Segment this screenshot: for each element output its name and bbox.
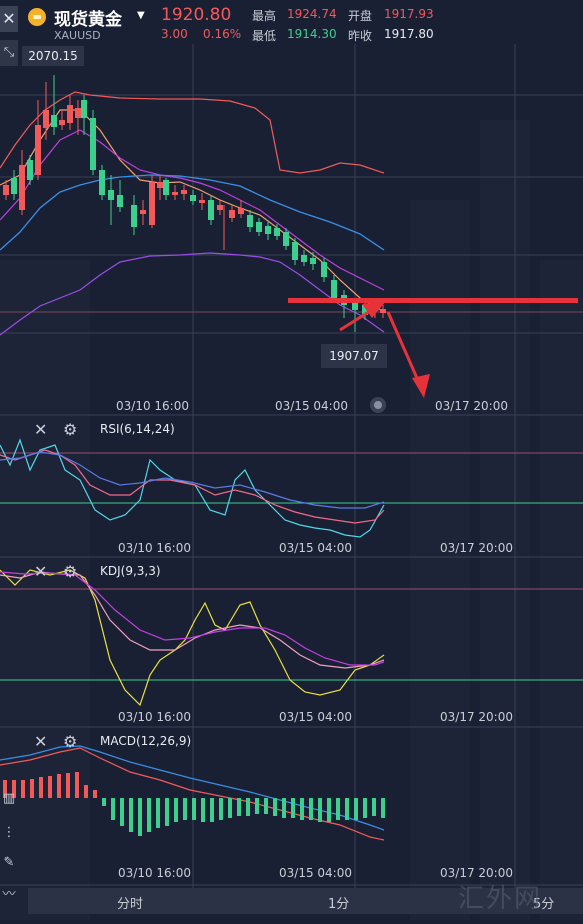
kdj-label: KDJ(9,3,3) <box>100 564 161 578</box>
x-tick: 03/10 16:00 <box>118 866 191 880</box>
timeframe-tab[interactable]: 分时 <box>117 897 144 912</box>
open-label: 开盘 <box>348 9 373 23</box>
price-change: 3.00 <box>161 27 188 41</box>
settings-icon[interactable]: ⚙ <box>63 562 78 581</box>
low-label: 最低 <box>252 29 277 43</box>
annotation-horizontal-line <box>288 298 578 303</box>
max-price-tag: 2070.15 <box>22 46 84 66</box>
close-icon[interactable]: ✕ <box>34 420 48 439</box>
rsi-14-line <box>0 449 385 524</box>
magnet-icon[interactable]: ⋮ <box>2 825 16 840</box>
instrument-symbol: XAUUSD <box>54 29 101 42</box>
ma-purple-line <box>0 129 385 291</box>
high-value: 1924.74 <box>287 7 337 21</box>
x-tick: 03/15 04:00 <box>279 866 352 880</box>
settings-icon[interactable]: ⚙ <box>63 420 78 439</box>
x-tick: 03/17 20:00 <box>435 399 508 413</box>
x-tick: 03/17 20:00 <box>440 541 513 555</box>
quote-header: ✕ 现货黄金 ▼ XAUUSD 1920.80 3.00 0.16% 最高 19… <box>0 0 583 44</box>
last-price: 1920.80 <box>161 5 232 25</box>
rsi-24-line <box>0 451 385 509</box>
x-tick: 03/15 04:00 <box>275 399 348 413</box>
pencil-icon[interactable]: ✎ <box>3 855 15 870</box>
lower-band-line <box>0 252 385 336</box>
line-tool-icon[interactable]: 〰 <box>2 887 16 902</box>
kdj-d-line <box>0 571 385 666</box>
high-label: 最高 <box>252 9 277 23</box>
close-icon[interactable]: ✕ <box>0 6 18 32</box>
candle-style-icon[interactable]: ▥ <box>2 791 16 806</box>
upper-band-line <box>0 91 385 174</box>
prev-close-value: 1917.80 <box>384 27 434 41</box>
rsi-label: RSI(6,14,24) <box>100 422 175 436</box>
x-tick: 03/15 04:00 <box>279 710 352 724</box>
ma-orange-line <box>0 109 385 313</box>
low-value: 1914.30 <box>287 27 337 41</box>
macd-label: MACD(12,26,9) <box>100 734 192 748</box>
timeframe-tab[interactable]: 1分 <box>328 897 350 912</box>
gold-coin-icon <box>28 8 46 26</box>
close-icon[interactable]: ✕ <box>34 562 48 581</box>
x-tick: 03/10 16:00 <box>116 399 189 413</box>
timeframe-tab[interactable]: 5分 <box>533 897 555 912</box>
settings-icon[interactable]: ⚙ <box>63 732 78 751</box>
watermark: 汇外网 <box>458 884 543 914</box>
x-tick: 03/10 16:00 <box>118 710 191 724</box>
x-tick: 03/10 16:00 <box>118 541 191 555</box>
x-tick: 03/17 20:00 <box>440 866 513 880</box>
price-change-pct: 0.16% <box>203 27 242 41</box>
macd-histogram <box>3 772 385 836</box>
collapse-icon[interactable]: ⤡ <box>0 40 18 66</box>
x-tick: 03/17 20:00 <box>440 710 513 724</box>
macd-dea-line <box>0 747 385 841</box>
min-price-tag: 1907.07 <box>321 344 387 368</box>
close-icon[interactable]: ✕ <box>34 732 48 751</box>
instrument-title[interactable]: 现货黄金 <box>54 10 122 30</box>
x-tick: 03/15 04:00 <box>279 541 352 555</box>
prev-close-label: 昨收 <box>348 29 373 43</box>
ma-blue-line <box>0 174 385 251</box>
open-value: 1917.93 <box>384 7 434 21</box>
chevron-down-icon[interactable]: ▼ <box>137 10 145 21</box>
timeframe-bar: 分时 1分 5分 <box>28 888 583 914</box>
